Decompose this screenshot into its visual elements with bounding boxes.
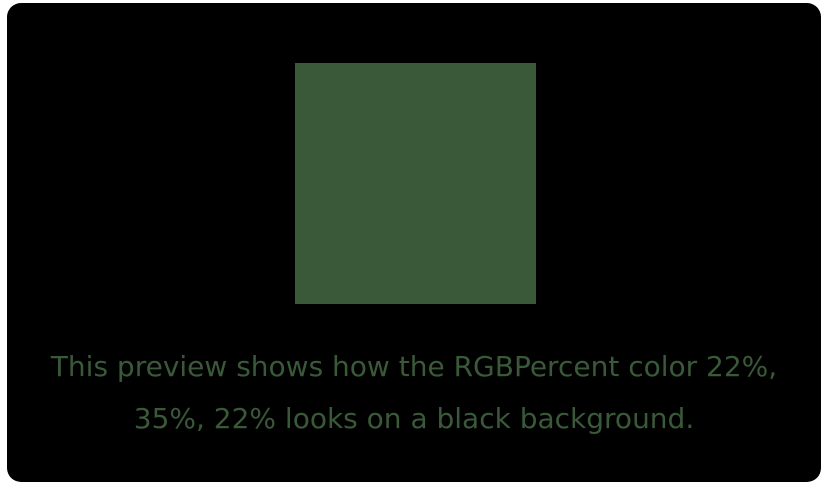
color-swatch <box>295 63 536 304</box>
color-preview-card: This preview shows how the RGBPercent co… <box>7 3 821 482</box>
preview-caption: This preview shows how the RGBPercent co… <box>50 350 778 435</box>
